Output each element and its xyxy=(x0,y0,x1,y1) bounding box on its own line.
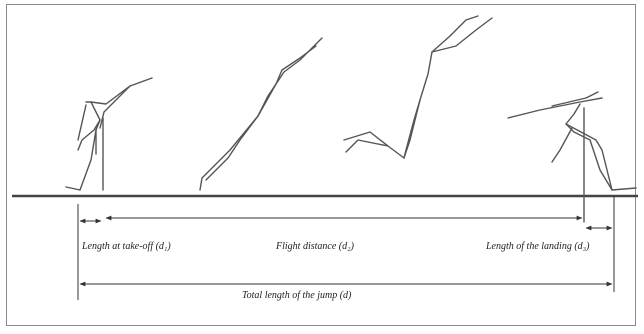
total-label: Total length of the jump (d) xyxy=(242,290,352,301)
jumper-flight-figure-1 xyxy=(199,37,323,191)
jumper-landing-figure xyxy=(507,91,637,223)
jumper-flight-figure-2 xyxy=(343,15,493,159)
jumper-takeoff-figure xyxy=(65,77,153,191)
takeoff-label: Length at take-off (d₁) xyxy=(81,241,171,252)
takeoff-dimension xyxy=(77,204,102,300)
flight-label: Flight distance (d₂) xyxy=(275,241,355,252)
landing-label: Length of the landing (d₃) xyxy=(485,241,590,252)
landing-dimension xyxy=(585,196,615,292)
diagram-frame xyxy=(6,4,636,326)
